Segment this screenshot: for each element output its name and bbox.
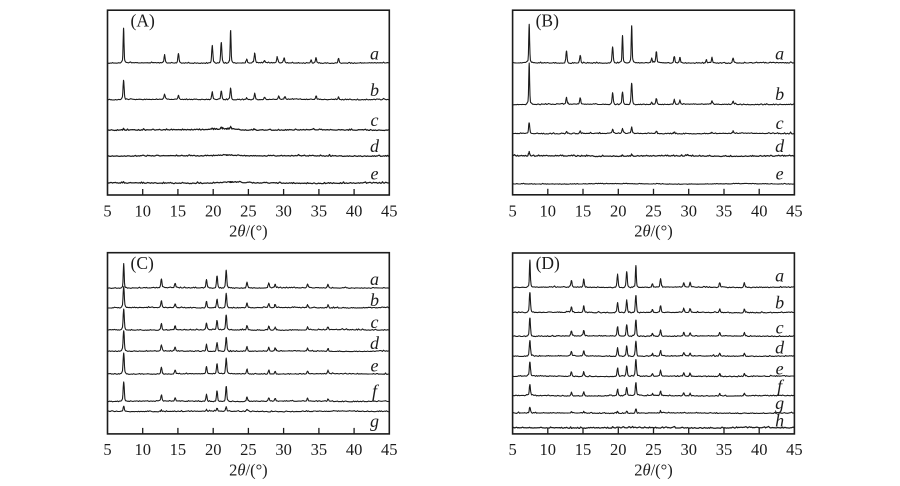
svg-text:10: 10: [134, 201, 151, 220]
svg-text:(D): (D): [536, 253, 560, 273]
svg-text:2θ/(°): 2θ/(°): [634, 461, 673, 480]
svg-text:15: 15: [575, 201, 592, 220]
svg-text:45: 45: [381, 201, 398, 220]
svg-text:40: 40: [346, 201, 363, 220]
svg-text:h: h: [775, 411, 784, 431]
svg-text:20: 20: [205, 201, 222, 220]
svg-text:45: 45: [381, 440, 398, 459]
svg-text:10: 10: [540, 440, 557, 459]
svg-text:g: g: [370, 411, 379, 431]
svg-text:(C): (C): [131, 253, 155, 273]
svg-text:25: 25: [240, 440, 257, 459]
svg-text:15: 15: [575, 440, 592, 459]
svg-text:2θ/(°): 2θ/(°): [634, 222, 673, 241]
svg-text:5: 5: [103, 201, 111, 220]
svg-text:5: 5: [103, 440, 111, 459]
svg-text:25: 25: [240, 201, 257, 220]
svg-text:10: 10: [540, 201, 557, 220]
svg-text:b: b: [775, 293, 784, 313]
svg-text:e: e: [371, 356, 379, 376]
svg-text:c: c: [371, 110, 379, 130]
svg-text:35: 35: [311, 201, 328, 220]
svg-text:f: f: [777, 376, 785, 396]
svg-text:e: e: [776, 359, 784, 379]
svg-text:d: d: [775, 136, 785, 156]
svg-text:35: 35: [311, 440, 328, 459]
svg-text:20: 20: [610, 201, 627, 220]
svg-text:35: 35: [716, 201, 733, 220]
svg-text:25: 25: [645, 201, 662, 220]
svg-text:10: 10: [134, 440, 151, 459]
svg-text:e: e: [776, 164, 784, 184]
svg-text:40: 40: [751, 440, 768, 459]
svg-text:40: 40: [751, 201, 768, 220]
svg-text:e: e: [371, 164, 379, 184]
svg-text:a: a: [370, 269, 379, 289]
svg-text:45: 45: [786, 201, 803, 220]
svg-text:15: 15: [170, 201, 187, 220]
svg-text:c: c: [776, 318, 784, 338]
svg-text:25: 25: [645, 440, 662, 459]
svg-text:(B): (B): [536, 10, 560, 30]
svg-text:30: 30: [680, 440, 697, 459]
svg-text:c: c: [371, 312, 379, 332]
svg-text:b: b: [370, 80, 379, 100]
svg-text:f: f: [372, 381, 380, 401]
svg-text:d: d: [370, 136, 380, 156]
svg-text:40: 40: [346, 440, 363, 459]
svg-text:d: d: [370, 333, 380, 353]
svg-text:2θ/(°): 2θ/(°): [229, 222, 268, 241]
svg-text:5: 5: [508, 440, 516, 459]
svg-text:a: a: [775, 44, 784, 64]
svg-text:c: c: [776, 113, 784, 133]
svg-text:(A): (A): [131, 10, 155, 30]
svg-text:30: 30: [275, 440, 292, 459]
svg-text:d: d: [775, 338, 785, 358]
svg-text:20: 20: [205, 440, 222, 459]
svg-text:b: b: [775, 84, 784, 104]
svg-text:15: 15: [170, 440, 187, 459]
svg-text:b: b: [370, 290, 379, 310]
svg-text:g: g: [775, 393, 784, 413]
svg-text:5: 5: [508, 201, 516, 220]
svg-text:a: a: [370, 44, 379, 64]
svg-text:35: 35: [716, 440, 733, 459]
svg-text:a: a: [775, 266, 784, 286]
svg-text:45: 45: [786, 440, 803, 459]
svg-text:30: 30: [275, 201, 292, 220]
svg-text:30: 30: [680, 201, 697, 220]
svg-text:2θ/(°): 2θ/(°): [229, 461, 268, 480]
svg-text:20: 20: [610, 440, 627, 459]
